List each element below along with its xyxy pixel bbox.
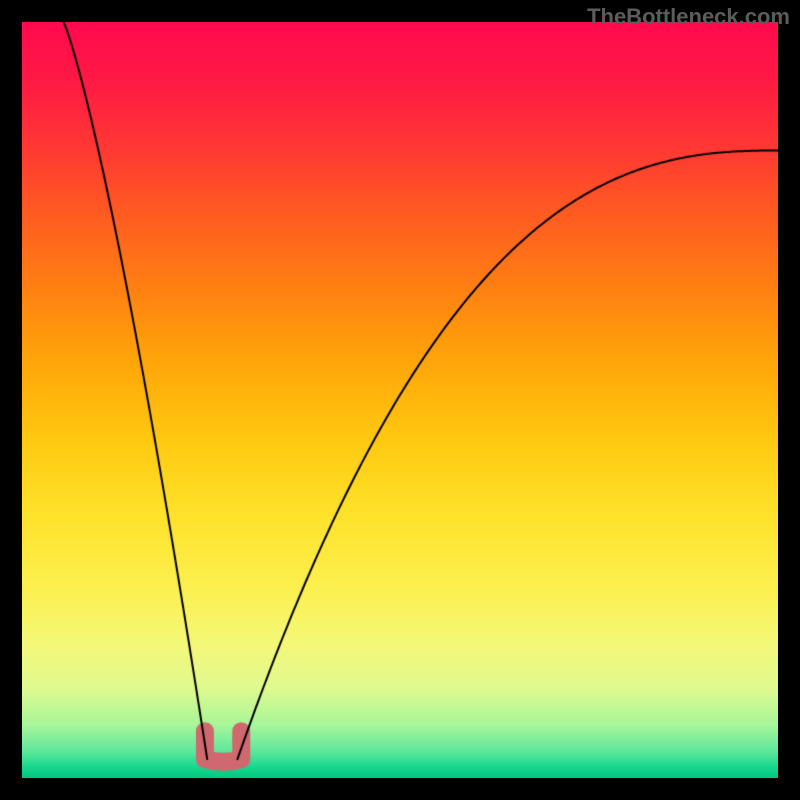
- watermark-text: TheBottleneck.com: [587, 4, 790, 30]
- plot-area: [22, 22, 778, 778]
- chart-container: TheBottleneck.com: [0, 0, 800, 800]
- heatmap-gradient: [22, 22, 778, 778]
